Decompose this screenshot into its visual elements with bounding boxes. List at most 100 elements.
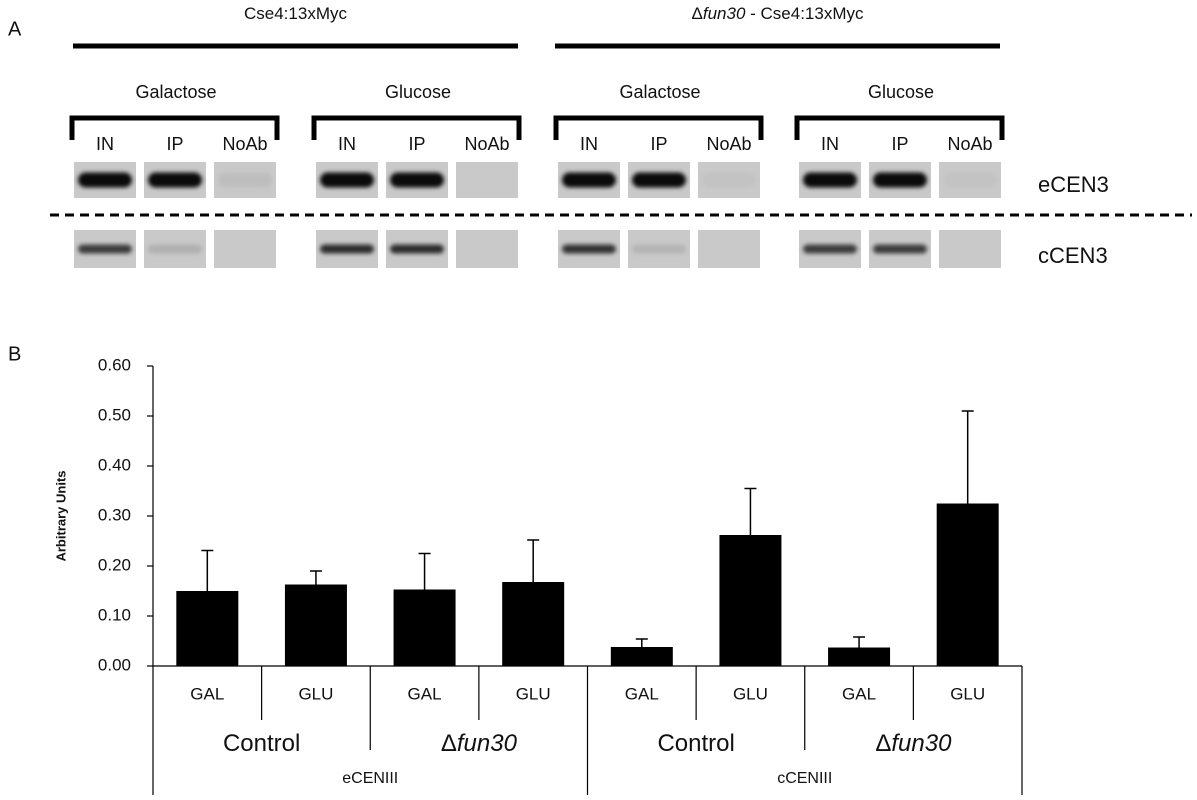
strain-title-part: Δ xyxy=(692,4,703,23)
y-tick-label: 0.30 xyxy=(98,505,131,524)
bracket xyxy=(311,115,522,140)
lane-label: IN xyxy=(338,134,356,154)
error-bar xyxy=(201,549,214,591)
panel-label: B xyxy=(8,343,21,365)
gel-band xyxy=(78,244,132,254)
bar xyxy=(502,582,565,666)
error-bar xyxy=(309,570,322,585)
condition-label: Glucose xyxy=(385,82,451,102)
bracket xyxy=(794,115,1005,140)
gel-band xyxy=(148,244,202,254)
strain-title: Cse4:13xMyc xyxy=(244,4,347,23)
gel-lane xyxy=(456,162,518,198)
bar xyxy=(284,584,347,666)
y-tick-label: 0.60 xyxy=(98,355,131,374)
condition-label: Galactose xyxy=(619,82,700,102)
y-tick-label: 0.50 xyxy=(98,405,131,424)
x-tick-label: GLU xyxy=(516,684,551,703)
gel-band xyxy=(390,244,444,254)
subgroup-label-part: Control xyxy=(657,730,734,757)
gel-lane xyxy=(698,230,760,268)
y-axis-title: Arbitrary Units xyxy=(53,470,68,561)
gel-band xyxy=(702,173,756,188)
error-bar xyxy=(418,552,431,590)
gel-lane xyxy=(698,162,760,198)
bar xyxy=(393,589,456,666)
gel-band xyxy=(632,244,686,254)
subgroup-label: Δfun30 xyxy=(441,730,518,757)
lane-label: NoAb xyxy=(706,134,751,154)
gel-band xyxy=(148,172,202,188)
lane-label: IN xyxy=(580,134,598,154)
error-bar xyxy=(744,487,757,535)
lane-label: NoAb xyxy=(464,134,509,154)
group-label: cCENIII xyxy=(777,770,832,787)
lane-label: IN xyxy=(821,134,839,154)
gel-lane xyxy=(939,162,1001,198)
condition-label: Galactose xyxy=(135,82,216,102)
subgroup-label-part: fun30 xyxy=(891,730,952,757)
gel-lane xyxy=(214,230,276,268)
gel-lane xyxy=(456,230,518,268)
gel-band xyxy=(390,172,444,188)
bracket xyxy=(69,115,280,140)
x-tick-label: GLU xyxy=(950,684,985,703)
x-tick-label: GAL xyxy=(625,684,659,703)
bracket xyxy=(553,115,764,140)
gel-band xyxy=(803,244,857,254)
lane-label: NoAb xyxy=(222,134,267,154)
subgroup-label: Δfun30 xyxy=(875,730,952,757)
bar xyxy=(936,503,999,666)
subgroup-label: Control xyxy=(223,730,300,757)
gel-band xyxy=(632,172,686,188)
bar xyxy=(176,591,239,666)
y-tick-label: 0.40 xyxy=(98,455,131,474)
subgroup-label-part: Control xyxy=(223,730,300,757)
subgroup-label: Control xyxy=(657,730,734,757)
gel-band xyxy=(320,244,374,254)
subgroup-label-part: fun30 xyxy=(457,730,518,757)
subgroup-label-part: Δ xyxy=(875,730,891,757)
y-tick-label: 0.10 xyxy=(98,605,131,624)
lane-label: IP xyxy=(166,134,183,154)
gel-band xyxy=(943,173,997,188)
error-bar xyxy=(527,539,540,582)
gel-band xyxy=(78,172,132,188)
gel-band xyxy=(562,244,616,254)
lane-label: IP xyxy=(650,134,667,154)
gel-band xyxy=(873,172,927,188)
x-tick-label: GAL xyxy=(190,684,224,703)
strain-title-part: fun30 xyxy=(703,4,746,23)
x-tick-label: GAL xyxy=(408,684,442,703)
condition-label: Glucose xyxy=(868,82,934,102)
strain-title-part: - Cse4:13xMyc xyxy=(745,4,864,23)
row-label: eCEN3 xyxy=(1038,172,1109,197)
gel-band xyxy=(218,172,272,188)
subgroup-label-part: Δ xyxy=(441,730,457,757)
strain-title-part: Cse4:13xMyc xyxy=(244,4,347,23)
bar xyxy=(610,647,673,666)
y-tick-label: 0.20 xyxy=(98,555,131,574)
x-tick-label: GAL xyxy=(842,684,876,703)
x-tick-label: GLU xyxy=(298,684,333,703)
lane-label: IP xyxy=(891,134,908,154)
error-bar xyxy=(853,636,866,648)
row-label: cCEN3 xyxy=(1038,243,1108,268)
bar xyxy=(828,647,891,666)
gel-band xyxy=(803,172,857,188)
group-label: eCENIII xyxy=(342,770,398,787)
strain-title: Δfun30 - Cse4:13xMyc xyxy=(692,4,864,23)
y-tick-label: 0.00 xyxy=(98,655,131,674)
gel-band xyxy=(873,244,927,254)
error-bar xyxy=(635,638,648,647)
lane-label: IN xyxy=(96,134,114,154)
panel-label: A xyxy=(8,18,22,40)
error-bar xyxy=(961,410,974,504)
x-tick-label: GLU xyxy=(733,684,768,703)
lane-label: IP xyxy=(408,134,425,154)
bar xyxy=(719,535,782,666)
lane-label: NoAb xyxy=(947,134,992,154)
gel-lane xyxy=(939,230,1001,268)
gel-band xyxy=(562,172,616,188)
